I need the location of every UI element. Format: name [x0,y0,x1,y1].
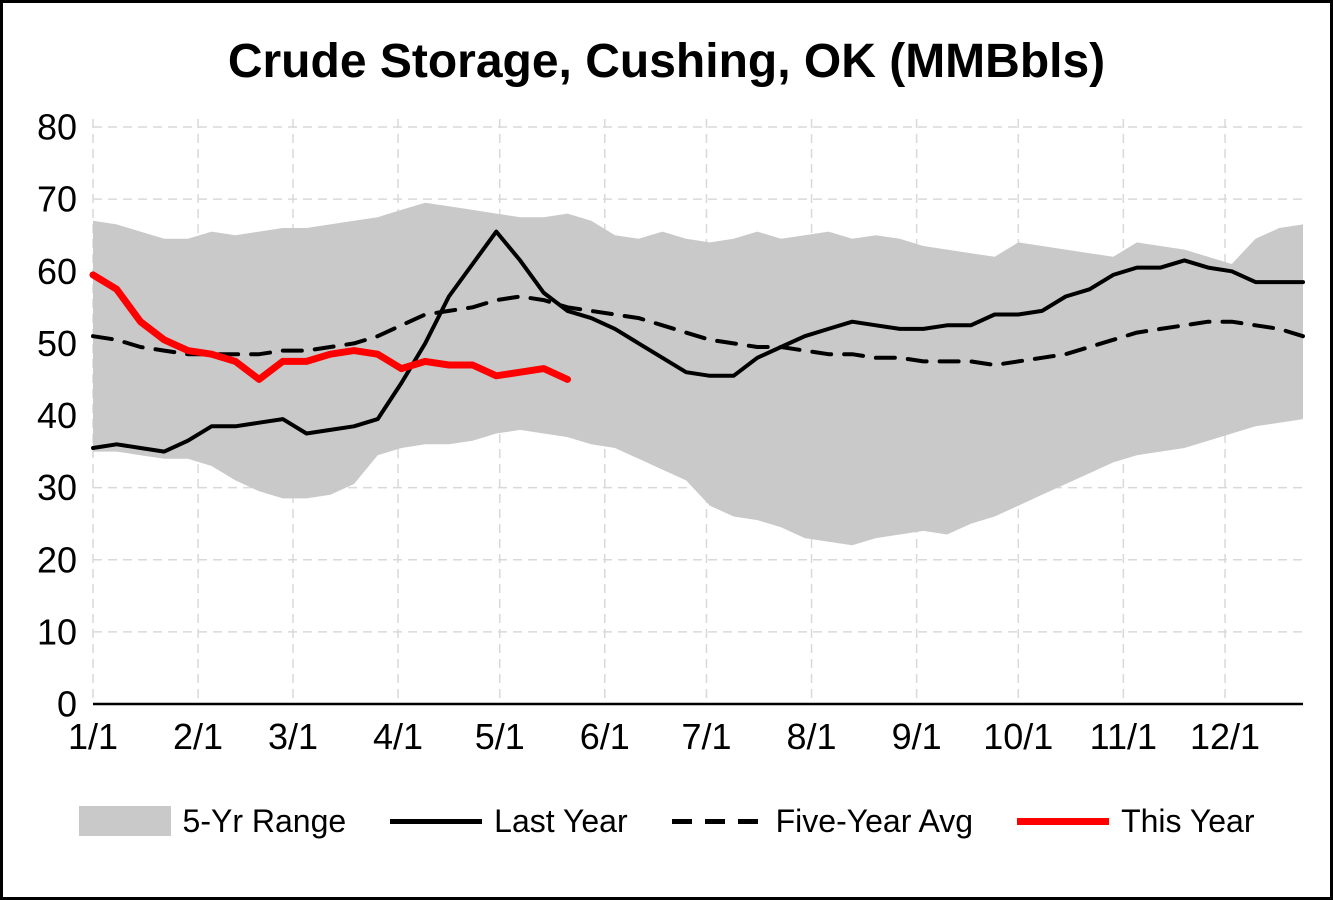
chart-title: Crude Storage, Cushing, OK (MMBbls) [227,35,1106,88]
x-tick-label: 6/1 [580,716,630,757]
five-year-avg-swatch [671,818,764,824]
x-tick-label: 8/1 [787,716,837,757]
x-tick-label: 11/1 [1090,716,1157,757]
legend-item-range: 5-Yr Range [78,802,347,840]
y-tick-label: 70 [37,178,77,219]
this-year-label: This Year [1121,802,1255,839]
y-tick-label: 60 [37,250,77,291]
last-year-swatch [390,818,483,824]
five-year-avg-label: Five-Year Avg [775,802,974,839]
x-tick-label: 1/1 [68,716,118,757]
legend-item-last-year: Last Year [390,802,628,840]
legend-item-avg: Five-Year Avg [671,802,974,840]
plot-svg: 0 10 20 30 40 50 60 70 80 1/1 2/1 3/1 4/1 5/1 6/1 7/1 8/… [37,106,1305,757]
range-label: 5-Yr Range [182,802,347,839]
x-tick-label: 3/1 [268,716,318,757]
y-tick-label: 30 [37,467,77,508]
plot-area: 0 10 20 30 40 50 60 70 80 1/1 2/1 3/1 4/1 5/1 6/1 7/1 8/… [3,91,1330,763]
last-year-line [91,229,1305,454]
y-tick-label: 20 [37,539,77,580]
x-tick-label: 10/1 [983,716,1053,757]
y-tick-label: 40 [37,395,77,436]
y-tick-label: 50 [37,322,77,363]
this-year-line [89,270,571,383]
y-tick-label: 80 [37,106,77,147]
five-year-avg-line [91,294,1305,367]
this-year-swatch [1017,817,1110,825]
x-tick-label: 4/1 [373,716,423,757]
x-tick-label: 7/1 [681,716,731,757]
legend-item-this-year: This Year [1017,803,1254,840]
x-tick-label: 2/1 [173,716,223,757]
y-tick-label: 10 [37,611,77,652]
legend: 5-Yr Range Last Year Five-Year Avg This … [3,803,1330,840]
x-tick-label: 5/1 [475,716,525,757]
range-swatch [78,806,171,837]
y-tick-label: 0 [57,683,77,724]
x-tick-label: 12/1 [1190,716,1260,757]
last-year-label: Last Year [494,802,628,839]
x-tick-label: 9/1 [892,716,942,757]
